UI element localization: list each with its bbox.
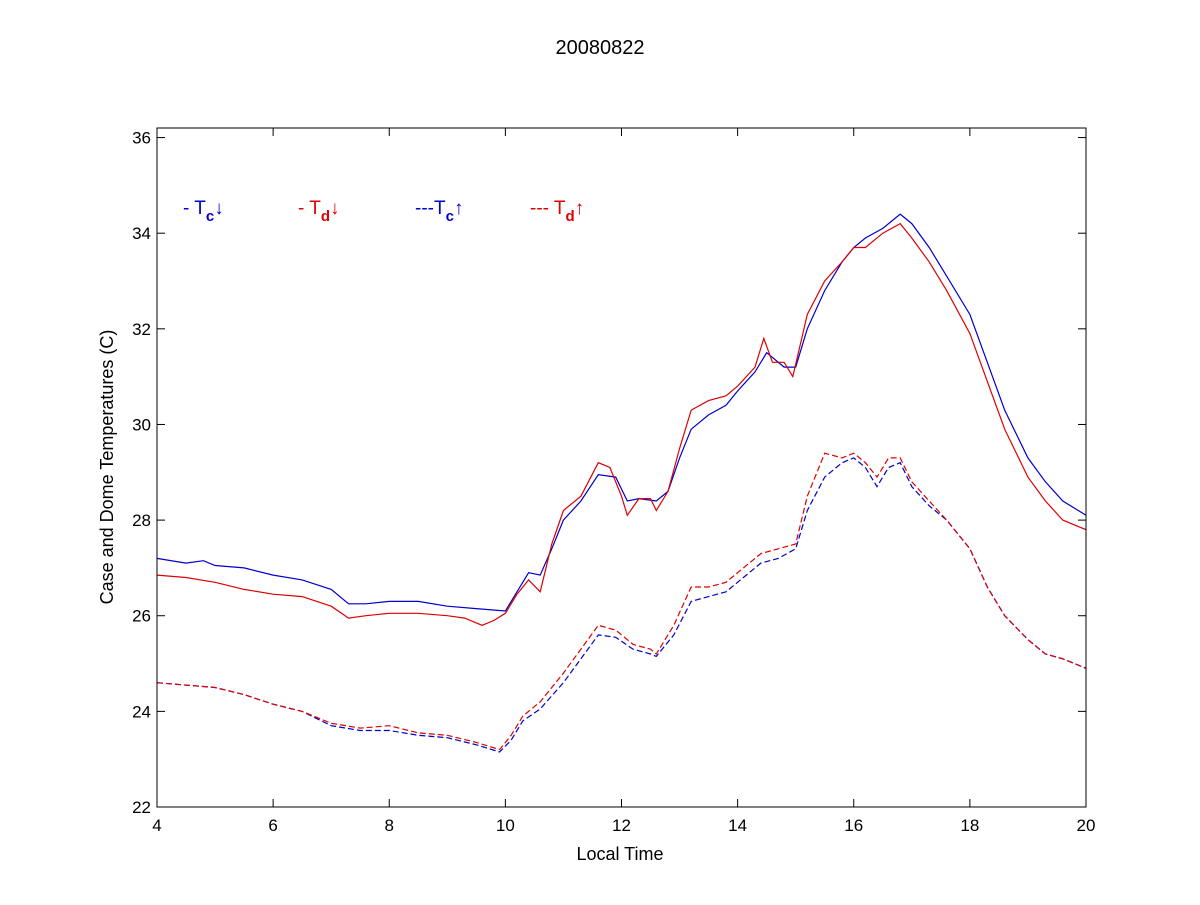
legend-entry: - Tc↓: [183, 198, 224, 225]
x-axis-label: Local Time: [576, 844, 663, 864]
series-layer: [156, 213, 1087, 753]
x-tick-label: 20: [1077, 816, 1096, 835]
legend-entry: ---Tc↑: [415, 198, 463, 225]
series-line-4: [156, 452, 1087, 751]
y-tick-label: 28: [132, 511, 151, 530]
y-tick-label: 24: [132, 702, 151, 721]
y-tick-label: 22: [132, 798, 151, 817]
x-tick-label: 14: [728, 816, 747, 835]
x-tick-label: 12: [612, 816, 631, 835]
x-tick-label: 10: [496, 816, 515, 835]
plot-frame: [156, 127, 1087, 808]
x-tick-label: 16: [844, 816, 863, 835]
axes-layer: 4 6 8 10 12 14 16 18 20 22 24 26 28 30 32 34 36: [132, 127, 1096, 835]
x-tick-label: 4: [152, 816, 161, 835]
y-tick-label: 30: [132, 415, 151, 434]
legend-entry: --- Td↑: [530, 198, 584, 225]
legend-entry: - Td↓: [298, 198, 340, 225]
chart-title: 20080822: [556, 37, 645, 59]
x-tick-label: 8: [385, 816, 394, 835]
y-axis-label: Case and Dome Temperatures (C): [97, 330, 117, 605]
series-line-3: [156, 457, 1087, 753]
x-tick-label: 6: [268, 816, 277, 835]
y-tick-label: 36: [132, 129, 151, 148]
series-line-2: [156, 222, 1087, 626]
y-tick-label: 26: [132, 607, 151, 626]
legend: - Tc↓ - Td↓ ---Tc↑ --- Td↑: [183, 198, 584, 225]
y-tick-label: 34: [132, 224, 151, 243]
y-tick-label: 32: [132, 320, 151, 339]
series-line-1: [156, 213, 1087, 612]
x-tick-label: 18: [960, 816, 979, 835]
